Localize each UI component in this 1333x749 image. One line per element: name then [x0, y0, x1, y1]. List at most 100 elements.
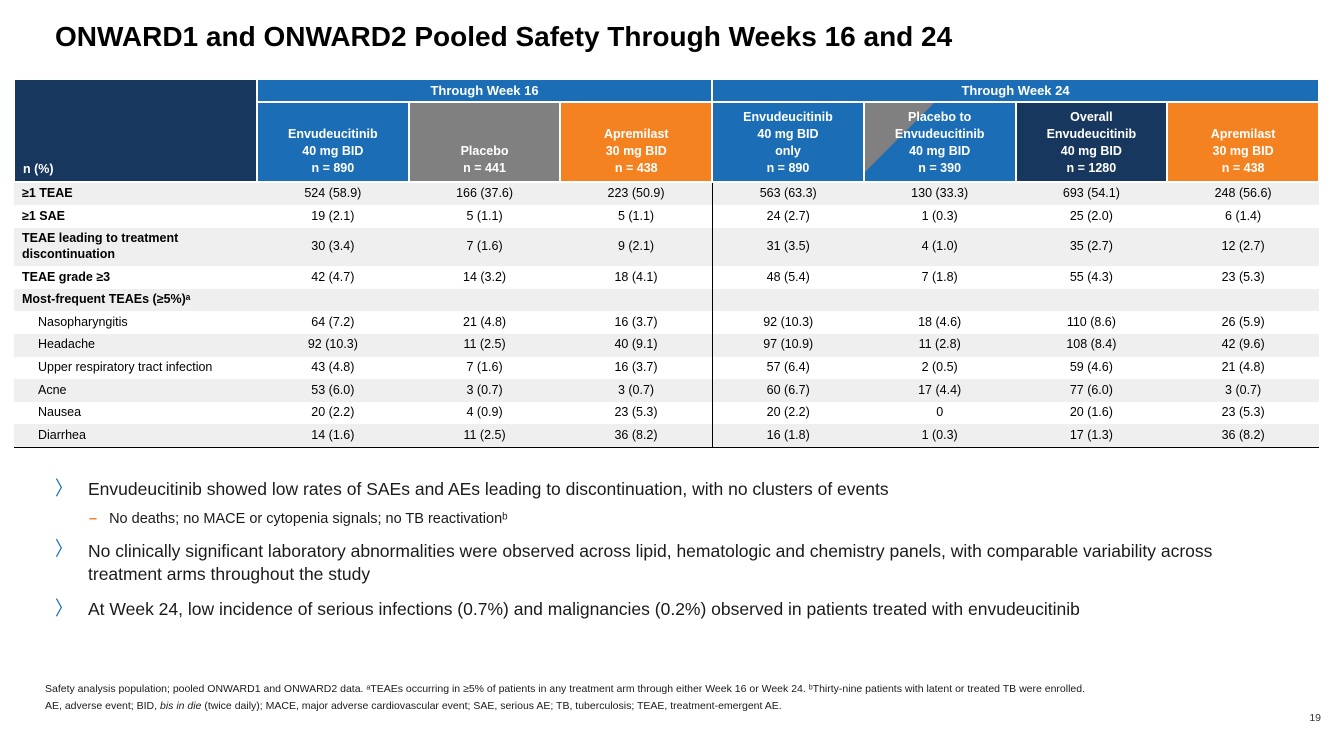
table-row: ≥1 SAE 19 (2.1) 5 (1.1) 5 (1.1) 24 (2.7) 1 (0…	[14, 205, 1319, 228]
value-cell: 11 (2.5)	[408, 424, 561, 449]
value-cell: 35 (2.7)	[1069, 239, 1113, 254]
value-cell: 36 (8.2)	[560, 424, 713, 449]
row-label: Headache	[38, 337, 95, 352]
value-cell: 12 (2.7)	[1221, 239, 1265, 254]
dash-bullet-icon: –	[89, 510, 98, 527]
row-label: Diarrhea	[14, 424, 257, 449]
chevron-bullet-icon: 〉	[55, 597, 72, 620]
value-cell: 0	[936, 405, 944, 420]
corner-header: n (%)	[13, 77, 258, 183]
value-cell: 11 (2.5)	[463, 337, 506, 352]
value-cell: 21 (4.8)	[1221, 360, 1265, 375]
value-cell: 223 (50.9)	[607, 186, 665, 201]
value-cell	[409, 289, 561, 312]
page-number: 19	[1309, 712, 1321, 724]
value-cell: 6 (1.4)	[1225, 208, 1262, 223]
value-cell	[711, 288, 864, 312]
value-cell: 23 (5.3)	[1221, 269, 1265, 284]
value-cell	[560, 289, 712, 312]
value-cell: 26 (5.9)	[1221, 314, 1265, 329]
page-title: ONWARD1 and ONWARD2 Pooled Safety Throug…	[55, 21, 953, 52]
column-header: Envudeucitinib 40 mg BID n = 890	[256, 100, 410, 183]
group-header-row: n (%) Through Week 16 Through Week 24	[13, 77, 1320, 183]
chevron-bullet-icon: 〉	[55, 477, 72, 500]
value-cell: 18 (4.1)	[614, 269, 658, 284]
value-cell: 14 (1.6)	[257, 424, 409, 449]
footnote-2-part1: AE, adverse event; BID,	[45, 699, 160, 712]
bullet-item: 〉 At Week 24, low incidence of serious in…	[55, 598, 1288, 621]
column-header: Placebo n = 441	[407, 100, 562, 183]
safety-table: n (%) Through Week 16 Through Week 24 En…	[13, 77, 1320, 449]
table-header: n (%) Through Week 16 Through Week 24 En…	[13, 77, 1320, 183]
column-header-line: Apremilast	[1210, 126, 1276, 141]
value-cell: 166 (37.6)	[456, 186, 514, 201]
column-header-line: Envudeucitinib	[894, 126, 985, 141]
column-header-line: 30 mg BID	[605, 143, 667, 158]
column-header-line: 40 mg BID	[757, 126, 819, 141]
column-header-line: Envudeucitinib	[1046, 126, 1137, 141]
column-header: Envudeucitinib 40 mg BID only n = 890	[711, 100, 865, 183]
value-cell: 3 (0.7)	[466, 382, 503, 397]
table-row: Nasopharyngitis 64 (7.2) 21 (4.8) 16 (3.7) 9…	[14, 311, 1319, 334]
key-points: 〉 Envudeucitinib showed low rates of SAEs…	[55, 478, 1288, 621]
value-cell: 14 (3.2)	[463, 269, 507, 284]
table-row: TEAE grade ≥3 42 (4.7) 14 (3.2) 18 (4.1) 48 …	[14, 266, 1319, 289]
value-cell	[1016, 289, 1168, 312]
column-header-row: Envudeucitinib 40 mg BID n = 890 Placebo n =…	[14, 100, 1320, 183]
value-cell: 17 (1.3)	[1015, 424, 1168, 449]
table-row: ≥1 TEAE 524 (58.9) 166 (37.6) 223 (50.9) 563…	[14, 181, 1319, 206]
value-cell: 2 (0.5)	[921, 360, 958, 375]
value-cell: 77 (6.0)	[1069, 382, 1113, 397]
bullet-text: At Week 24, low incidence of serious inf…	[88, 599, 1080, 620]
column-header: Apremilast 30 mg BID n = 438	[1166, 100, 1320, 183]
value-cell: 4 (1.0)	[921, 239, 958, 254]
value-cell: 92 (10.3)	[307, 337, 358, 352]
value-cell: 55 (4.3)	[1069, 269, 1113, 284]
value-cell: 23 (5.3)	[1221, 405, 1265, 420]
footnote-1: Safety analysis population; pooled ONWAR…	[45, 683, 1086, 695]
sub-bullet-text: No deaths; no MACE or cytopenia signals;…	[109, 510, 508, 527]
value-cell: 16 (3.7)	[614, 360, 658, 375]
column-header-line: Overall	[1070, 110, 1113, 125]
value-cell: 1 (0.3)	[921, 208, 958, 223]
value-cell: 524 (58.9)	[304, 186, 362, 201]
table-row: Most-frequent TEAEs (≥5%)ᵃ	[14, 288, 1319, 312]
value-cell: 9 (2.1)	[617, 239, 655, 254]
table-row: Diarrhea 14 (1.6) 11 (2.5) 36 (8.2) 16 (1.8)…	[14, 424, 1319, 449]
group-header-week24: Through Week 24	[711, 77, 1320, 103]
value-cell: 21 (4.8)	[463, 314, 507, 329]
table-body: ≥1 TEAE 524 (58.9) 166 (37.6) 223 (50.9) 563…	[14, 181, 1319, 449]
column-header-line: Apremilast	[603, 126, 669, 141]
sub-bullet-item: – No deaths; no MACE or cytopenia signals…	[89, 511, 1288, 527]
value-cell: 108 (8.4)	[1066, 337, 1117, 352]
row-label: Acne	[38, 382, 67, 397]
value-cell: 5 (1.1)	[466, 208, 503, 223]
value-cell: 130 (33.3)	[911, 186, 969, 201]
bullet-text: Envudeucitinib showed low rates of SAEs …	[88, 479, 889, 500]
value-cell: 40 (9.1)	[614, 337, 658, 352]
value-cell: 42 (9.6)	[1221, 337, 1265, 352]
value-cell: 110 (8.6)	[1066, 314, 1116, 329]
group-header-week16: Through Week 16	[255, 77, 714, 103]
table-row: TEAE leading to treatment discontinuatio…	[14, 227, 1319, 267]
value-cell: 59 (4.6)	[1069, 360, 1113, 375]
row-label: Most-frequent TEAEs (≥5%)ᵃ	[22, 292, 191, 307]
footnotes: Safety analysis population; pooled ONWAR…	[45, 682, 1275, 715]
column-header-line: n = 390	[918, 160, 962, 175]
value-cell: 97 (10.9)	[711, 333, 864, 357]
value-cell: 18 (4.6)	[918, 314, 962, 329]
table-row: Acne 53 (6.0) 3 (0.7) 3 (0.7) 60 (6.7) 17 (4.…	[14, 379, 1319, 402]
value-cell: 7 (1.6)	[466, 239, 503, 254]
column-header: Apremilast 30 mg BID n = 438	[559, 100, 714, 183]
footnote-2: AE, adverse event; BID, bis in die (twic…	[45, 699, 1275, 714]
column-header-line: 40 mg BID	[1060, 143, 1122, 158]
row-label: ≥1 SAE	[22, 208, 65, 223]
bullet-item: 〉 No clinically significant laboratory ab…	[55, 538, 1288, 586]
value-cell: 11 (2.8)	[918, 337, 961, 352]
column-header-line: n = 890	[766, 160, 810, 175]
value-cell: 57 (6.4)	[711, 356, 864, 380]
bullet-text: No clinically significant laboratory abn…	[88, 540, 1213, 584]
value-cell: 60 (6.7)	[711, 379, 864, 402]
value-cell: 53 (6.0)	[311, 382, 355, 397]
